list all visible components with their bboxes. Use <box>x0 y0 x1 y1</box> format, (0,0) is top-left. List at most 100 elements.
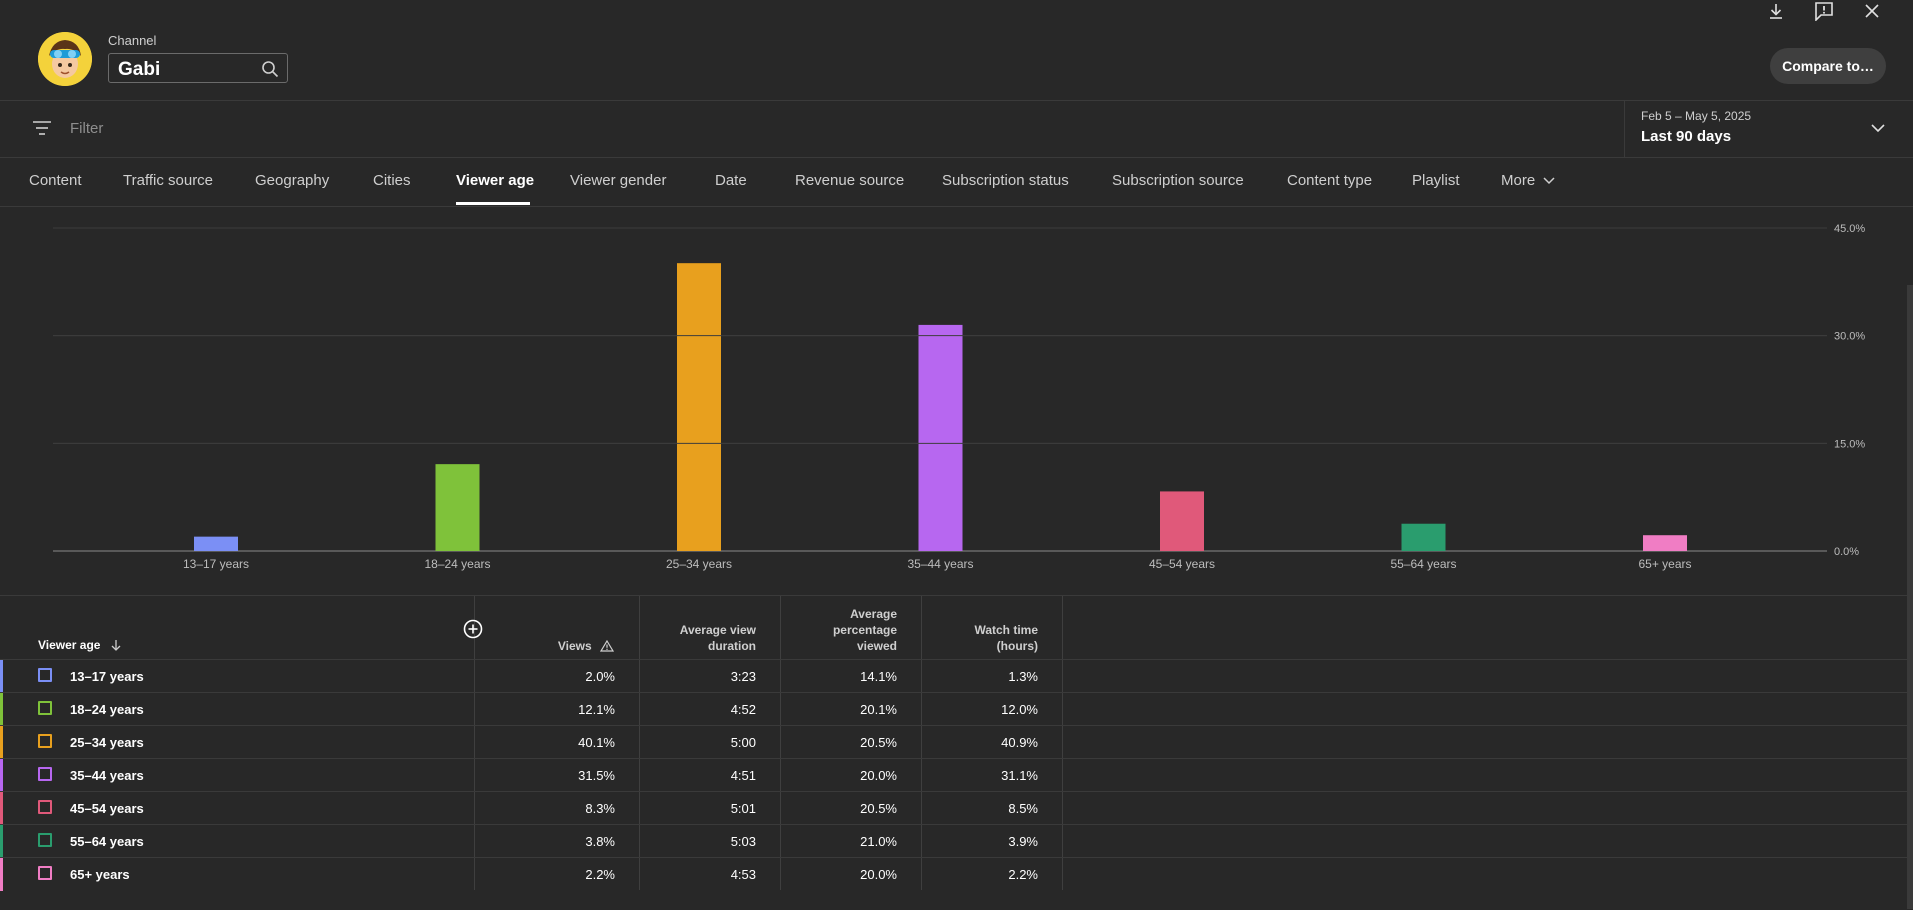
cell-avd: 5:01 <box>730 801 756 816</box>
filter-bar: Filter Feb 5 – May 5, 2025 Last 90 days <box>0 101 1913 158</box>
tab-viewer-age[interactable]: Viewer age <box>456 172 535 189</box>
tab-viewer-gender[interactable]: Viewer gender <box>570 172 667 189</box>
tab-cities[interactable]: Cities <box>373 172 411 189</box>
cell-apv: 20.1% <box>860 702 897 717</box>
tab-traffic-source[interactable]: Traffic source <box>123 172 214 189</box>
cell-apv: 14.1% <box>860 669 897 684</box>
filter-icon[interactable] <box>32 119 52 137</box>
feedback-icon[interactable] <box>1813 0 1835 22</box>
cell-apv: 20.5% <box>860 801 897 816</box>
cell-views: 31.5% <box>578 768 615 783</box>
top-bar: Channel Gabi C <box>0 0 1913 101</box>
header-viewer-age[interactable]: Viewer age <box>38 638 122 652</box>
channel-selector[interactable]: Gabi <box>108 53 288 83</box>
header-average-percentage-viewed[interactable]: Average percentage viewed <box>833 606 897 654</box>
bar-55-64-years[interactable] <box>1401 523 1446 551</box>
row-checkbox[interactable] <box>38 800 52 814</box>
row-label: 35–44 years <box>70 768 144 783</box>
x-tick-label: 13–17 years <box>183 557 249 571</box>
cell-watch-time: 8.5% <box>1008 801 1038 816</box>
channel-name: Gabi <box>118 59 161 80</box>
row-checkbox[interactable] <box>38 767 52 781</box>
dimension-tabs: Content Traffic source Geography Cities … <box>0 158 1913 207</box>
scrollbar[interactable] <box>1907 285 1913 909</box>
cell-watch-time: 31.1% <box>1001 768 1038 783</box>
row-label: 55–64 years <box>70 834 144 849</box>
table-row[interactable]: 55–64 years 3.8% 5:03 21.0% 3.9% <box>0 824 1913 858</box>
bar-18-24-years[interactable] <box>435 464 480 551</box>
row-label: 18–24 years <box>70 702 144 717</box>
filter-input[interactable]: Filter <box>70 120 104 137</box>
tab-revenue-source[interactable]: Revenue source <box>795 172 905 189</box>
tab-content[interactable]: Content <box>29 172 82 189</box>
table-row[interactable]: 65+ years 2.2% 4:53 20.0% 2.2% <box>0 857 1913 891</box>
close-icon[interactable] <box>1861 0 1883 22</box>
bar-25-34-years[interactable] <box>677 263 721 551</box>
cell-views: 3.8% <box>585 834 615 849</box>
cell-views: 12.1% <box>578 702 615 717</box>
tab-playlist[interactable]: Playlist <box>1412 172 1460 189</box>
cell-apv: 20.5% <box>860 735 897 750</box>
row-checkbox[interactable] <box>38 866 52 880</box>
download-icon[interactable] <box>1765 0 1787 22</box>
tab-more[interactable]: More <box>1501 172 1555 189</box>
sort-arrow-down-icon[interactable] <box>110 639 122 651</box>
tab-content-type[interactable]: Content type <box>1287 172 1373 189</box>
cell-apv: 21.0% <box>860 834 897 849</box>
tab-subscription-status[interactable]: Subscription status <box>942 172 1069 189</box>
add-column-icon[interactable] <box>463 619 483 639</box>
row-label: 25–34 years <box>70 735 144 750</box>
row-color-strip <box>0 858 3 891</box>
y-tick-label: 15.0% <box>1834 438 1865 450</box>
cell-avd: 4:53 <box>730 867 756 882</box>
row-checkbox[interactable] <box>38 734 52 748</box>
bar-65plus-years[interactable] <box>1643 535 1687 551</box>
y-tick-label: 30.0% <box>1834 331 1865 343</box>
bar-45-54-years[interactable] <box>1160 491 1204 551</box>
row-label: 65+ years <box>70 867 130 882</box>
active-tab-indicator <box>456 202 530 205</box>
row-checkbox[interactable] <box>38 668 52 682</box>
row-color-strip <box>0 726 3 759</box>
header-watch-time[interactable]: Watch time (hours) <box>974 622 1038 654</box>
cell-avd: 5:00 <box>730 735 756 750</box>
table-row[interactable]: 35–44 years 31.5% 4:51 20.0% 31.1% <box>0 758 1913 792</box>
chevron-down-icon <box>1871 124 1885 133</box>
x-tick-label: 65+ years <box>1638 557 1691 571</box>
bar-35-44-years[interactable] <box>918 324 963 551</box>
bar-13-17-years[interactable] <box>194 536 238 551</box>
cell-apv: 20.0% <box>860 867 897 882</box>
search-icon[interactable] <box>261 60 279 78</box>
cell-avd: 3:23 <box>730 669 756 684</box>
table-row[interactable]: 13–17 years 2.0% 3:23 14.1% 1.3% <box>0 659 1913 693</box>
channel-avatar[interactable] <box>38 32 92 86</box>
header-apv-line-3: viewed <box>856 639 897 653</box>
tab-date[interactable]: Date <box>715 172 747 189</box>
header-views[interactable]: Views <box>558 638 615 654</box>
compare-button[interactable]: Compare to… <box>1770 48 1886 84</box>
date-range-picker[interactable]: Feb 5 – May 5, 2025 Last 90 days <box>1624 101 1913 157</box>
row-checkbox[interactable] <box>38 833 52 847</box>
header-avd-line-2: duration <box>708 639 756 653</box>
cell-views: 2.2% <box>585 867 615 882</box>
header-average-view-duration[interactable]: Average view duration <box>680 622 756 654</box>
table-row[interactable]: 45–54 years 8.3% 5:01 20.5% 8.5% <box>0 791 1913 825</box>
cell-watch-time: 1.3% <box>1008 669 1038 684</box>
cell-watch-time: 12.0% <box>1001 702 1038 717</box>
tab-subscription-source[interactable]: Subscription source <box>1112 172 1244 189</box>
row-checkbox[interactable] <box>38 701 52 715</box>
row-label: 45–54 years <box>70 801 144 816</box>
x-tick-label: 18–24 years <box>424 557 490 571</box>
header-wt-line-2: (hours) <box>996 639 1038 653</box>
date-period-label: Last 90 days <box>1641 128 1732 145</box>
warning-icon[interactable] <box>599 639 615 652</box>
cell-views: 8.3% <box>585 801 615 816</box>
bar-chart: 45.0% 30.0% 15.0% 0.0% 13–17 years 18–24 year… <box>53 223 1865 571</box>
tab-geography[interactable]: Geography <box>255 172 330 189</box>
y-tick-label: 0.0% <box>1834 546 1859 558</box>
chevron-down-icon <box>1543 177 1555 185</box>
table-row[interactable]: 25–34 years 40.1% 5:00 20.5% 40.9% <box>0 725 1913 759</box>
row-color-strip <box>0 825 3 858</box>
cell-apv: 20.0% <box>860 768 897 783</box>
table-row[interactable]: 18–24 years 12.1% 4:52 20.1% 12.0% <box>0 692 1913 726</box>
